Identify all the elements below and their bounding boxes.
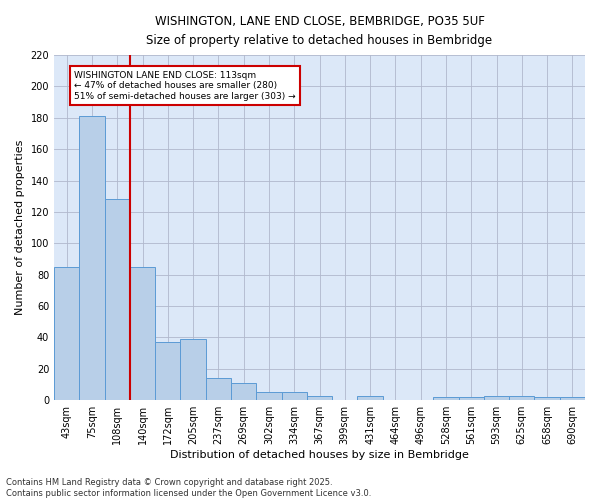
Bar xyxy=(79,116,104,400)
Bar xyxy=(130,267,155,400)
Bar xyxy=(256,392,281,400)
Title: WISHINGTON, LANE END CLOSE, BEMBRIDGE, PO35 5UF
Size of property relative to det: WISHINGTON, LANE END CLOSE, BEMBRIDGE, P… xyxy=(146,15,493,47)
Bar xyxy=(206,378,231,400)
Text: Contains HM Land Registry data © Crown copyright and database right 2025.
Contai: Contains HM Land Registry data © Crown c… xyxy=(6,478,371,498)
Bar xyxy=(104,200,130,400)
X-axis label: Distribution of detached houses by size in Bembridge: Distribution of detached houses by size … xyxy=(170,450,469,460)
Y-axis label: Number of detached properties: Number of detached properties xyxy=(15,140,25,316)
Bar xyxy=(181,339,206,400)
Text: WISHINGTON LANE END CLOSE: 113sqm
← 47% of detached houses are smaller (280)
51%: WISHINGTON LANE END CLOSE: 113sqm ← 47% … xyxy=(74,71,296,101)
Bar xyxy=(560,397,585,400)
Bar xyxy=(535,397,560,400)
Bar xyxy=(231,383,256,400)
Bar xyxy=(358,396,383,400)
Bar xyxy=(155,342,181,400)
Bar xyxy=(509,396,535,400)
Bar xyxy=(458,397,484,400)
Bar xyxy=(54,267,79,400)
Bar xyxy=(307,396,332,400)
Bar xyxy=(433,397,458,400)
Bar xyxy=(484,396,509,400)
Bar xyxy=(281,392,307,400)
